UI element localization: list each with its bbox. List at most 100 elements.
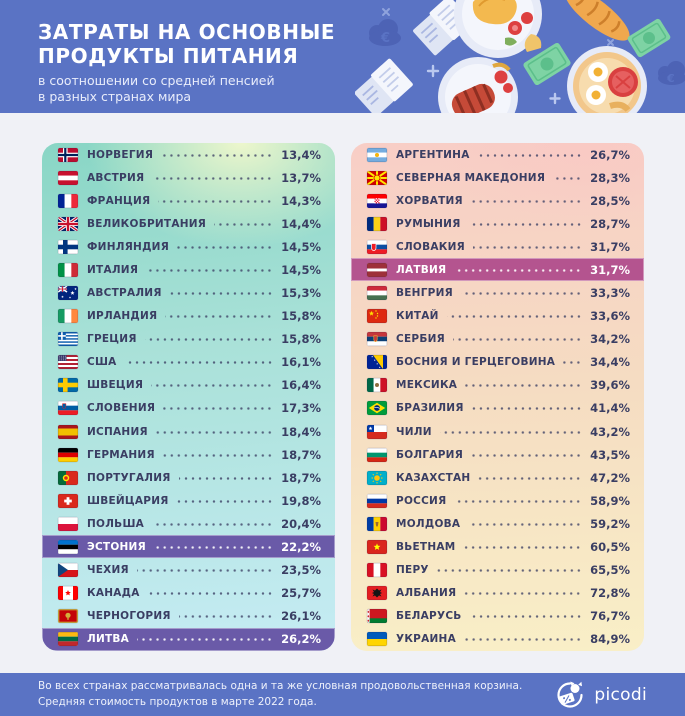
country-value: 16,4%	[281, 378, 321, 393]
country-value: 58,9%	[590, 493, 630, 508]
country-value: 14,5%	[281, 262, 321, 277]
france-flag-icon	[58, 193, 78, 208]
page-subtitle: в соотношении со средней пенсией в разны…	[38, 73, 335, 106]
dotted-leader	[439, 430, 583, 434]
country-row: ЧЕХИЯ 23,5%	[42, 558, 335, 581]
country-value: 28,3%	[590, 170, 630, 185]
country-value: 41,4%	[590, 401, 630, 416]
country-row: СЕРБИЯ 34,2%	[351, 328, 644, 351]
dotted-leader	[144, 338, 274, 342]
baguette-icon	[564, 0, 630, 41]
croatia-flag-icon	[367, 193, 387, 208]
dotted-leader	[176, 499, 274, 503]
euro-cloud-icon	[658, 61, 685, 85]
country-name: СЕРБИЯ	[396, 333, 445, 346]
dotted-leader	[169, 292, 274, 296]
dotted-leader	[436, 568, 583, 572]
country-name: ХОРВАТИЯ	[396, 194, 463, 207]
title-line-2: ПРОДУКТЫ ПИТАНИЯ	[38, 44, 299, 68]
country-value: 60,5%	[590, 539, 630, 554]
country-value: 18,7%	[281, 447, 321, 462]
country-row: ИРЛАНДИЯ 15,8%	[42, 305, 335, 328]
cross-mark-icon	[382, 8, 614, 46]
lithuania-flag-icon	[58, 632, 78, 647]
country-row: БЕЛАРУСЬ 76,7%	[351, 605, 644, 628]
country-row: ВЬЕТНАМ 60,5%	[351, 535, 644, 558]
country-row: ПЕРУ 65,5%	[351, 558, 644, 581]
country-name: КИТАЙ	[396, 310, 439, 323]
food-plate-icon	[454, 0, 542, 58]
country-value: 28,5%	[590, 193, 630, 208]
country-value: 18,4%	[281, 424, 321, 439]
country-value: 14,4%	[281, 216, 321, 231]
footnote: Во всех странах рассматривалась одна и т…	[38, 679, 522, 711]
dotted-leader	[153, 545, 274, 549]
dotted-leader	[472, 245, 583, 249]
dotted-leader	[124, 361, 274, 365]
czechia-flag-icon	[58, 562, 78, 577]
country-row: МОЛДОВА 59,2%	[351, 512, 644, 535]
country-name: БРАЗИЛИЯ	[396, 402, 464, 415]
kazakhstan-flag-icon	[367, 470, 387, 485]
country-name: КАНАДА	[87, 587, 140, 600]
country-value: 20,4%	[281, 516, 321, 531]
country-value: 31,7%	[590, 239, 630, 254]
country-name: США	[87, 356, 117, 369]
country-value: 26,7%	[590, 147, 630, 162]
country-value: 14,3%	[281, 193, 321, 208]
country-value: 13,4%	[281, 147, 321, 162]
latvia-flag-icon	[367, 262, 387, 277]
country-row: РУМЫНИЯ 28,7%	[351, 212, 644, 235]
country-row: АЛБАНИЯ 72,8%	[351, 582, 644, 605]
uk-flag-icon	[58, 216, 78, 231]
country-name: ЧЕХИЯ	[87, 563, 129, 576]
dotted-leader	[471, 453, 583, 457]
country-value: 15,8%	[281, 309, 321, 324]
country-row: ФИНЛЯНДИЯ 14,5%	[42, 235, 335, 258]
country-name: МЕКСИКА	[396, 379, 458, 392]
ukraine-flag-icon	[367, 632, 387, 647]
receipt-icon	[355, 58, 413, 113]
money-bill-icon	[627, 18, 671, 58]
country-row: ИСПАНИЯ 18,4%	[42, 420, 335, 443]
slovakia-flag-icon	[367, 239, 387, 254]
country-name: ШВЕЙЦАРИЯ	[87, 494, 169, 507]
mexico-flag-icon	[367, 378, 387, 393]
country-row: МЕКСИКА 39,6%	[351, 374, 644, 397]
germany-flag-icon	[58, 447, 78, 462]
footnote-line-2: Средняя стоимость продуктов в марте 2022…	[38, 695, 317, 708]
dotted-leader	[465, 384, 583, 388]
country-value: 13,7%	[281, 170, 321, 185]
dotted-leader	[162, 453, 274, 457]
brazil-flag-icon	[367, 401, 387, 416]
country-name: СЕВЕРНАЯ МАКЕДОНИЯ	[396, 171, 546, 184]
country-name: СЛОВЕНИЯ	[87, 402, 156, 415]
country-row: НОРВЕГИЯ 13,4%	[42, 143, 335, 166]
dotted-leader	[152, 522, 274, 526]
country-value: 31,7%	[590, 262, 630, 277]
country-name: ВЕЛИКОБРИТАНИЯ	[87, 217, 207, 230]
country-row: ГЕРМАНИЯ 18,7%	[42, 443, 335, 466]
country-name: БОЛГАРИЯ	[396, 448, 464, 461]
country-value: 26,2%	[281, 632, 321, 647]
dotted-leader	[563, 361, 583, 365]
dotted-leader	[446, 315, 583, 319]
dotted-leader	[161, 153, 274, 157]
country-row: ИТАЛИЯ 14,5%	[42, 258, 335, 281]
title-line-1: ЗАТРАТЫ НА ОСНОВНЫЕ	[38, 20, 336, 44]
dotted-leader	[137, 638, 274, 642]
country-name: ФРАНЦИЯ	[87, 194, 151, 207]
country-row: ЧЕРНОГОРИЯ 26,1%	[42, 605, 335, 628]
footer-banner: Во всех странах рассматривалась одна и т…	[0, 673, 685, 716]
bulgaria-flag-icon	[367, 447, 387, 462]
usa-flag-icon	[58, 355, 78, 370]
dotted-leader	[155, 430, 274, 434]
switzerland-flag-icon	[58, 493, 78, 508]
plus-mark-icon	[426, 64, 561, 105]
country-value: 19,8%	[281, 493, 321, 508]
dotted-leader	[454, 268, 583, 272]
austria-flag-icon	[58, 170, 78, 185]
slovenia-flag-icon	[58, 401, 78, 416]
euro-cloud-icon	[369, 19, 401, 46]
peru-flag-icon	[367, 562, 387, 577]
